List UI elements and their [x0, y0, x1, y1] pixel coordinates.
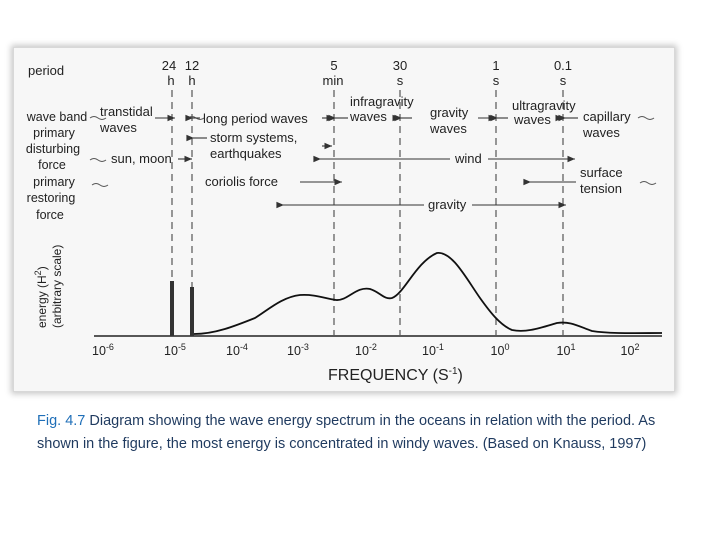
x-tick-1e-6: 10-6	[92, 342, 114, 358]
wavy-connectors	[89, 116, 657, 187]
force-storm-2: earthquakes	[210, 146, 282, 161]
row-labels: wave band primary disturbing force prima…	[26, 110, 88, 222]
row-label-disturbing-3: force	[38, 158, 66, 172]
x-tick-1e-3: 10-3	[287, 342, 309, 358]
row-label-restoring-3: force	[36, 208, 64, 222]
tidal-spikes	[170, 281, 194, 336]
band-infragravity-1: infragravity	[350, 94, 414, 109]
wavy-connector-3	[91, 183, 109, 187]
disturbing-force-labels: storm systems, earthquakes sun, moon win…	[111, 130, 482, 166]
wavy-connector-5	[637, 116, 655, 120]
period-unit-0.1s: s	[560, 73, 567, 88]
y-axis-label: energy (H2) (arbitrary scale)	[33, 245, 64, 328]
tidal-spike-12h	[190, 287, 194, 336]
wave-band-labels: transtidal waves long period waves infra…	[99, 94, 631, 140]
period-unit-30s: s	[397, 73, 404, 88]
period-unit-1s: s	[493, 73, 500, 88]
wave-spectrum-diagram: period 24 h 12 h 5 min 30 s 1 s 0.1 s wa…	[26, 58, 663, 384]
period-value-24h: 24	[162, 58, 176, 73]
period-value-12h: 12	[185, 58, 199, 73]
x-axis-label-sup: -1	[449, 366, 458, 377]
band-capillary-2: waves	[582, 125, 620, 140]
row-label-restoring-2: restoring	[27, 191, 76, 205]
y-axis-label-scale: (arbitrary scale)	[50, 245, 64, 328]
force-surface-1: surface	[580, 165, 623, 180]
row-label-wave-band: wave band	[26, 110, 88, 124]
wavy-connector-6	[639, 181, 657, 185]
band-capillary-1: capillary	[583, 109, 631, 124]
x-tick-labels: 10-6 10-5 10-4 10-3 10-2 10-1 100 101 10…	[92, 342, 639, 358]
x-tick-1e-2: 10-2	[355, 342, 377, 358]
x-axis-label: FREQUENCY (S-1)	[328, 366, 463, 384]
period-value-1s: 1	[492, 58, 499, 73]
force-wind: wind	[454, 151, 482, 166]
y-axis-label-close: )	[35, 266, 49, 270]
x-tick-1e0: 100	[491, 342, 510, 358]
row-label-restoring-1: primary	[33, 175, 75, 189]
band-infragravity-2: waves	[349, 109, 387, 124]
period-lines	[171, 90, 564, 335]
band-ultragravity-2: waves	[513, 112, 551, 127]
period-header: period	[28, 63, 64, 78]
disturbing-force-arrows	[178, 134, 575, 163]
figure-caption-label: Fig. 4.7	[37, 413, 86, 429]
x-axis-label-text: FREQUENCY (S	[328, 367, 449, 384]
row-label-disturbing-2: disturbing	[26, 142, 80, 156]
row-label-disturbing-1: primary	[33, 126, 75, 140]
period-unit-24h: h	[167, 73, 174, 88]
restoring-force-labels: coriolis force surface tension gravity	[205, 165, 623, 212]
tidal-spike-24h	[170, 281, 174, 336]
figure-caption-text: Diagram showing the wave energy spectrum…	[37, 413, 656, 452]
period-value-30s: 30	[393, 58, 407, 73]
x-axis-label-close: )	[458, 367, 463, 384]
x-tick-1e1: 101	[557, 342, 576, 358]
energy-spectrum-curve	[193, 252, 663, 335]
force-storm-1: storm systems,	[210, 130, 297, 145]
band-gravity-1: gravity	[430, 105, 469, 120]
period-labels: 24 h 12 h 5 min 30 s 1 s 0.1 s	[162, 58, 572, 88]
band-long-period: long period waves	[203, 111, 308, 126]
figure-caption: Fig. 4.7 Diagram showing the wave energy…	[37, 410, 687, 456]
force-surface-2: tension	[580, 181, 622, 196]
figure-frame	[13, 47, 675, 392]
force-gravity: gravity	[428, 197, 467, 212]
x-tick-1e-5: 10-5	[164, 342, 186, 358]
band-transtidal-2: waves	[99, 120, 137, 135]
y-axis-label-text: energy (H	[35, 275, 49, 328]
period-unit-12h: h	[188, 73, 195, 88]
x-tick-1e2: 102	[621, 342, 640, 358]
wavy-connector-1	[89, 116, 107, 120]
force-sun-moon: sun, moon	[111, 151, 172, 166]
period-value-5min: 5	[330, 58, 337, 73]
force-coriolis: coriolis force	[205, 174, 278, 189]
restoring-force-arrows	[276, 178, 576, 209]
svg-text:energy (H2): energy (H2)	[33, 266, 49, 328]
x-tick-1e-4: 10-4	[226, 342, 248, 358]
band-gravity-2: waves	[429, 121, 467, 136]
x-tick-1e-1: 10-1	[422, 342, 444, 358]
band-transtidal-1: transtidal	[100, 104, 153, 119]
period-value-0.1s: 0.1	[554, 58, 572, 73]
band-ultragravity-1: ultragravity	[512, 98, 576, 113]
wavy-connector-2	[89, 158, 107, 162]
y-axis-label-sup: 2	[33, 270, 43, 275]
period-unit-5min: min	[323, 73, 344, 88]
